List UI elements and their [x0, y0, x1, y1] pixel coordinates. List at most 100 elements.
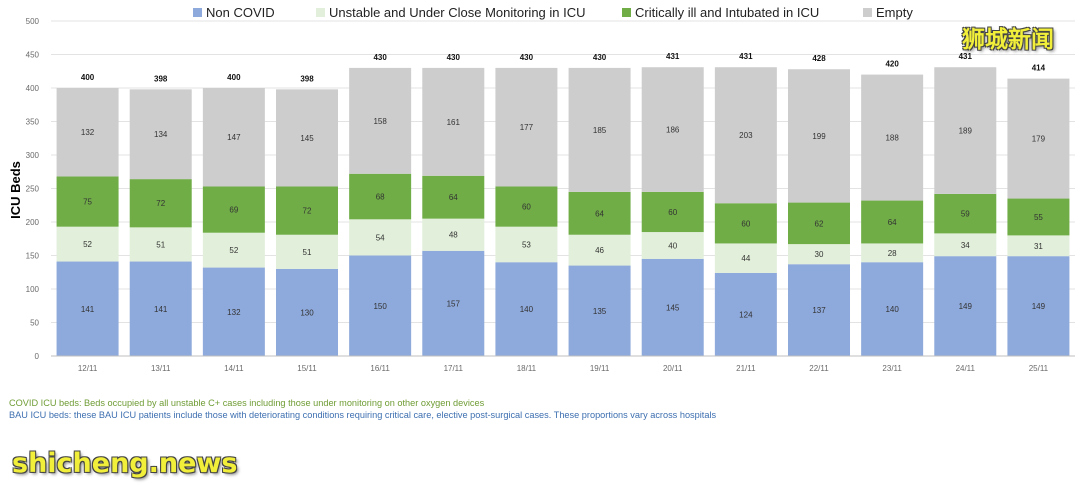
bar-stack: 141 52 75 132 400 — [56, 73, 119, 356]
bar-segment — [934, 233, 997, 257]
bar-total-label: 430 — [447, 53, 461, 62]
bar-segment — [714, 243, 777, 273]
x-tick-label: 16/11 — [370, 364, 390, 373]
bar-segment — [861, 262, 924, 356]
bar-value-label: 31 — [1034, 242, 1043, 251]
bar-value-label: 52 — [83, 240, 92, 249]
y-tick-label: 400 — [26, 84, 40, 93]
bar-value-label: 137 — [812, 306, 826, 315]
x-tick-label: 24/11 — [956, 364, 976, 373]
bar-total-label: 428 — [812, 54, 826, 63]
bar-segment — [276, 186, 338, 235]
bar-segment — [349, 219, 412, 256]
bar-value-label: 72 — [156, 199, 165, 208]
legend-swatch — [863, 8, 872, 17]
x-tick-label: 15/11 — [297, 364, 317, 373]
bar-segment — [56, 261, 119, 356]
y-tick-label: 200 — [26, 218, 40, 227]
bar-value-label: 51 — [156, 240, 165, 249]
bar-total-label: 430 — [373, 53, 387, 62]
bar-segment — [202, 186, 265, 233]
y-tick-label: 0 — [35, 352, 40, 361]
bar-segment — [1007, 78, 1070, 199]
bar-value-label: 59 — [961, 210, 970, 219]
bar-stack: 140 28 64 188 420 — [861, 60, 924, 356]
bar-segment — [568, 234, 631, 266]
bar-segment — [56, 226, 119, 262]
bar-total-label: 420 — [885, 60, 899, 69]
bar-value-label: 157 — [447, 299, 461, 308]
bar-segment — [641, 258, 704, 356]
bar-segment — [276, 89, 338, 187]
x-tick-label: 21/11 — [736, 364, 756, 373]
bar-stack: 145 40 60 186 431 — [641, 52, 704, 356]
bar-segment — [276, 234, 338, 269]
bar-total-label: 431 — [959, 52, 973, 61]
x-tick-label: 25/11 — [1029, 364, 1049, 373]
bar-value-label: 64 — [888, 218, 897, 227]
chart-legend: Non COVID Unstable and Under Close Monito… — [193, 5, 913, 20]
bar-segment — [788, 202, 850, 245]
bar-value-label: 141 — [81, 305, 95, 314]
bar-value-label: 145 — [300, 134, 314, 143]
bar-segment — [129, 261, 192, 356]
bar-value-label: 124 — [739, 310, 753, 319]
bar-stack: 124 44 60 203 431 — [714, 52, 777, 356]
bar-value-label: 147 — [227, 133, 241, 142]
y-tick-label: 100 — [26, 285, 40, 294]
bar-segment — [202, 267, 265, 356]
bar-value-label: 203 — [739, 131, 753, 140]
bar-value-label: 44 — [741, 254, 750, 263]
bar-segment — [129, 89, 192, 180]
bar-value-label: 72 — [303, 207, 312, 216]
bar-stack: 157 48 64 161 430 — [422, 53, 485, 356]
bar-value-label: 145 — [666, 303, 680, 312]
y-tick-label: 450 — [26, 51, 40, 60]
bar-value-label: 60 — [668, 208, 677, 217]
bar-segment — [495, 226, 558, 263]
bar-segment — [349, 67, 412, 174]
bar-segment — [129, 227, 192, 262]
bar-value-label: 130 — [300, 308, 314, 317]
bar-value-label: 149 — [959, 302, 973, 311]
bar-value-label: 30 — [815, 250, 824, 259]
bar-value-label: 134 — [154, 130, 168, 139]
y-tick-label: 250 — [26, 185, 40, 194]
bar-segment — [56, 176, 119, 227]
bar-value-label: 179 — [1032, 135, 1046, 144]
bar-value-label: 28 — [888, 249, 897, 258]
bar-value-label: 55 — [1034, 213, 1043, 222]
bar-segment — [349, 255, 412, 356]
legend-item: Non COVID — [193, 5, 275, 20]
bar-segment — [788, 69, 850, 203]
bar-total-label: 398 — [300, 74, 314, 83]
bar-value-label: 150 — [373, 302, 387, 311]
y-tick-label: 300 — [26, 151, 40, 160]
bar-total-label: 430 — [520, 53, 534, 62]
bar-value-label: 141 — [154, 305, 168, 314]
bar-segment — [934, 193, 997, 234]
bar-segment — [422, 218, 485, 251]
x-axis: 12/11 13/11 14/11 15/11 16/11 17/11 18/11 19/11… — [51, 355, 1075, 373]
bar-value-label: 48 — [449, 231, 458, 240]
bar-stack: 150 54 68 158 430 — [349, 53, 412, 356]
bar-segment — [714, 272, 777, 356]
bar-segment — [129, 179, 192, 228]
bar-value-label: 60 — [522, 203, 531, 212]
bar-segment — [788, 244, 850, 265]
bar-total-label: 400 — [81, 73, 95, 82]
x-tick-label: 17/11 — [444, 364, 464, 373]
bar-segment — [568, 67, 631, 192]
y-tick-label: 500 — [26, 17, 40, 26]
bar-segment — [202, 88, 265, 187]
bar-value-label: 158 — [373, 117, 387, 126]
bar-segment — [788, 264, 850, 356]
bar-value-label: 53 — [522, 240, 531, 249]
bar-total-label: 431 — [739, 52, 753, 61]
x-tick-label: 20/11 — [663, 364, 683, 373]
bar-value-label: 64 — [595, 209, 604, 218]
bar-segment — [568, 191, 631, 235]
bar-value-label: 132 — [227, 308, 241, 317]
y-tick-label: 350 — [26, 118, 40, 127]
bar-stack: 135 46 64 185 430 — [568, 53, 631, 356]
